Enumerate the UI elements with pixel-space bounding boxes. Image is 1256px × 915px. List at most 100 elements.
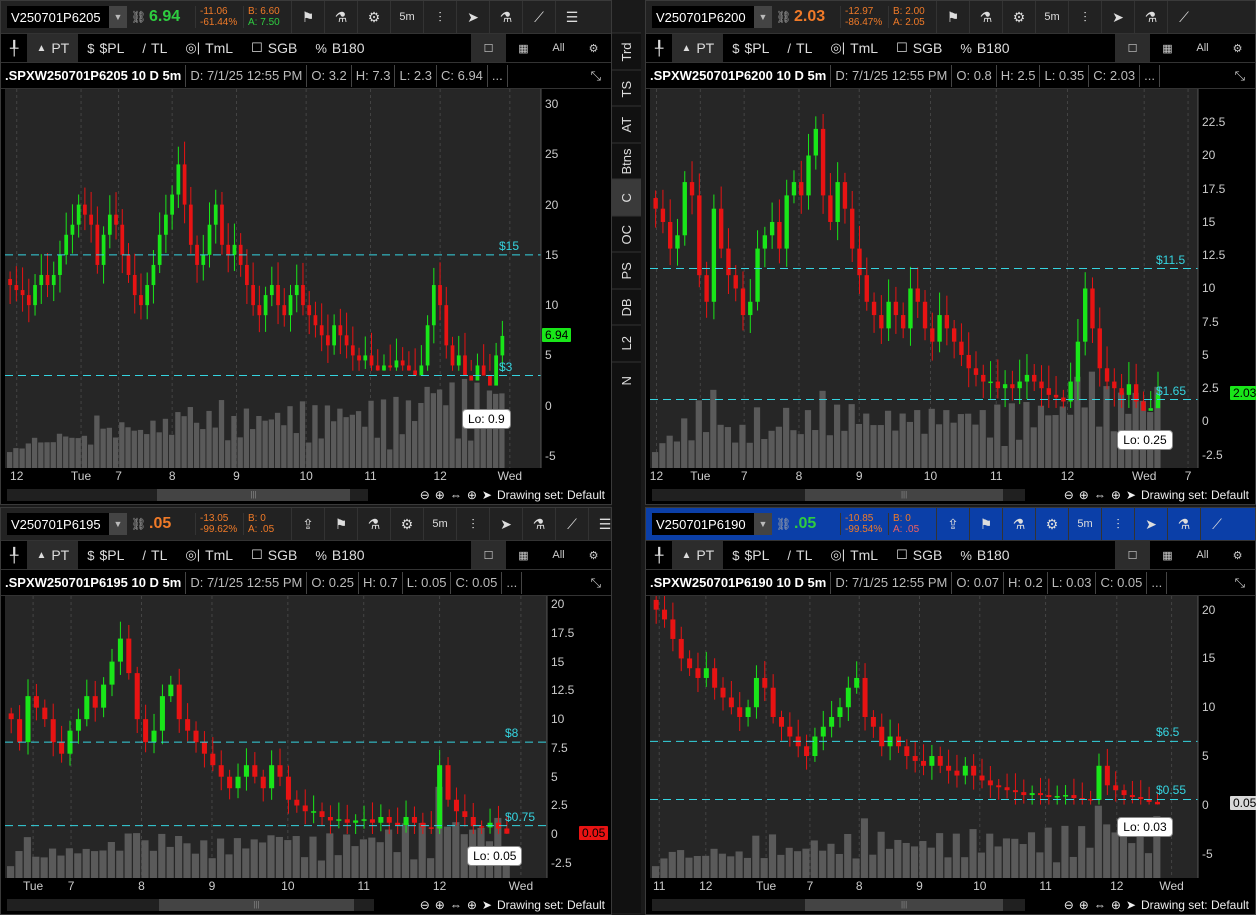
tool-pl[interactable]: $ $PL	[723, 541, 778, 569]
tool-tml[interactable]: ◎| TmL	[821, 34, 887, 62]
crosshair-icon[interactable]: ⊕	[466, 898, 477, 912]
alert-icon[interactable]: ⚑	[324, 508, 357, 540]
expand-collapse-icon[interactable]: ⤡	[590, 67, 601, 83]
pan-icon[interactable]: ⇔	[1093, 898, 1106, 912]
studies-icon[interactable]: ⚗	[489, 1, 522, 33]
drawing-set-button[interactable]: Drawing set: Default	[1140, 898, 1249, 912]
studies-icon[interactable]: ⚗	[1167, 508, 1200, 540]
link-icon[interactable]: ⛓	[131, 10, 147, 24]
gear-icon[interactable]: ⚙	[390, 508, 423, 540]
tool-pl[interactable]: $ $PL	[723, 34, 778, 62]
single-layout-button[interactable]: ☐	[1115, 541, 1150, 569]
side-tab-trd[interactable]: Trd	[612, 33, 641, 70]
studies-icon[interactable]: ⚗	[522, 508, 555, 540]
link-icon[interactable]: ⛓	[776, 517, 792, 531]
symbol-dropdown-button[interactable]: ▼	[109, 513, 127, 535]
horizontal-scrollbar[interactable]: |||	[7, 899, 374, 911]
side-tab-n[interactable]: N	[612, 361, 641, 398]
side-tab-oc[interactable]: OC	[612, 215, 641, 252]
single-layout-button[interactable]: ☐	[471, 34, 506, 62]
crosshair-icon[interactable]: ⊕	[466, 488, 477, 502]
scrollbar-thumb[interactable]: |||	[805, 489, 1003, 501]
drawings-icon[interactable]: ⟋	[1167, 1, 1200, 33]
scrollbar-thumb[interactable]: |||	[805, 899, 1003, 911]
flask-icon[interactable]: ⚗	[324, 1, 357, 33]
single-layout-button[interactable]: ☐	[1115, 34, 1150, 62]
settings-gear-icon[interactable]: ⚙	[588, 549, 599, 562]
expand-collapse-icon[interactable]: ⤡	[590, 574, 601, 590]
zoom-out-icon[interactable]: ⊖	[419, 898, 430, 912]
grid-layout-button[interactable]: ▦	[1162, 42, 1173, 55]
tool-tl[interactable]: / TL	[778, 541, 821, 569]
chart-style-icon[interactable]: ⫶	[423, 1, 456, 33]
zoom-in-icon[interactable]: ⊕	[1078, 898, 1089, 912]
pan-icon[interactable]: ⇔	[449, 488, 462, 502]
horizontal-scrollbar[interactable]: |||	[652, 489, 1025, 501]
drawing-set-button[interactable]: Drawing set: Default	[1140, 488, 1249, 502]
tool-pt[interactable]: ▲ PT	[672, 541, 724, 569]
more-button[interactable]: ...	[1140, 64, 1160, 87]
pin-button[interactable]: ╀	[10, 39, 19, 56]
flask-icon[interactable]: ⚗	[969, 1, 1002, 33]
link-icon[interactable]: ⛓	[776, 10, 792, 24]
tool-sgb[interactable]: ☐ SGB	[887, 34, 951, 62]
share-icon[interactable]: ⇪	[291, 508, 324, 540]
cursor-icon[interactable]: ➤	[456, 1, 489, 33]
settings-gear-icon[interactable]: ⚙	[588, 42, 599, 55]
timeframe-button[interactable]: 5m	[423, 508, 456, 540]
side-tab-at[interactable]: AT	[612, 106, 641, 143]
zoom-out-icon[interactable]: ⊖	[1063, 898, 1074, 912]
tool-tl[interactable]: / TL	[778, 34, 821, 62]
all-button[interactable]: All	[552, 42, 565, 54]
cursor-icon[interactable]: ➤	[1125, 898, 1136, 912]
side-tab-l2[interactable]: L2	[612, 325, 641, 362]
drawing-set-button[interactable]: Drawing set: Default	[496, 488, 605, 502]
symbol-dropdown-button[interactable]: ▼	[754, 513, 772, 535]
all-button[interactable]: All	[1196, 549, 1209, 561]
tool-b180[interactable]: % B180	[306, 34, 373, 62]
tool-sgb[interactable]: ☐ SGB	[242, 541, 306, 569]
scrollbar-thumb[interactable]: |||	[157, 489, 351, 501]
scrollbar-thumb[interactable]: |||	[158, 899, 354, 911]
pin-button[interactable]: ╀	[10, 546, 19, 563]
zoom-out-icon[interactable]: ⊖	[419, 488, 430, 502]
more-button[interactable]: ...	[1147, 571, 1168, 594]
zoom-in-icon[interactable]: ⊕	[434, 488, 445, 502]
grid-layout-button[interactable]: ▦	[518, 549, 529, 562]
alert-icon[interactable]: ⚑	[291, 1, 324, 33]
side-tab-btns[interactable]: Btns	[612, 142, 641, 179]
settings-gear-icon[interactable]: ⚙	[1232, 549, 1243, 562]
symbol-input[interactable]: V250701P6190 ▼	[652, 513, 772, 535]
menu-icon[interactable]: ☰	[555, 1, 588, 33]
cursor-icon[interactable]: ➤	[481, 488, 492, 502]
expand-collapse-icon[interactable]: ⤡	[1234, 574, 1245, 590]
price-chart[interactable]: 20 15 10 5 0 -5 $6.5 $0.55 0.05 Lo: 0.03	[646, 596, 1256, 878]
pin-button[interactable]: ╀	[655, 39, 664, 56]
tool-pt[interactable]: ▲ PT	[672, 34, 724, 62]
side-tab-c[interactable]: C	[612, 179, 641, 216]
tool-b180[interactable]: % B180	[306, 541, 373, 569]
all-button[interactable]: All	[552, 549, 565, 561]
zoom-out-icon[interactable]: ⊖	[1063, 488, 1074, 502]
tool-tl[interactable]: / TL	[133, 541, 176, 569]
side-tab-ps[interactable]: PS	[612, 252, 641, 289]
tool-pl[interactable]: $ $PL	[78, 34, 133, 62]
cursor-icon[interactable]: ➤	[1134, 508, 1167, 540]
drawings-icon[interactable]: ⟋	[522, 1, 555, 33]
symbol-input[interactable]: V250701P6205 ▼	[7, 6, 127, 28]
horizontal-scrollbar[interactable]: |||	[652, 899, 1025, 911]
tool-pl[interactable]: $ $PL	[78, 541, 133, 569]
price-chart[interactable]: 30 25 20 15 10 5 0 -5 $15 $3 6.94 Lo: 0.9	[1, 89, 611, 468]
gear-icon[interactable]: ⚙	[357, 1, 390, 33]
gear-icon[interactable]: ⚙	[1035, 508, 1068, 540]
tool-tl[interactable]: / TL	[133, 34, 176, 62]
cursor-icon[interactable]: ➤	[1125, 488, 1136, 502]
drawings-icon[interactable]: ⟋	[555, 508, 588, 540]
more-button[interactable]: ...	[502, 571, 523, 594]
timeframe-button[interactable]: 5m	[390, 1, 423, 33]
more-button[interactable]: ...	[488, 64, 508, 87]
alert-icon[interactable]: ⚑	[936, 1, 969, 33]
drawings-icon[interactable]: ⟋	[1200, 508, 1233, 540]
expand-collapse-icon[interactable]: ⤡	[1234, 67, 1245, 83]
chart-style-icon[interactable]: ⫶	[456, 508, 489, 540]
